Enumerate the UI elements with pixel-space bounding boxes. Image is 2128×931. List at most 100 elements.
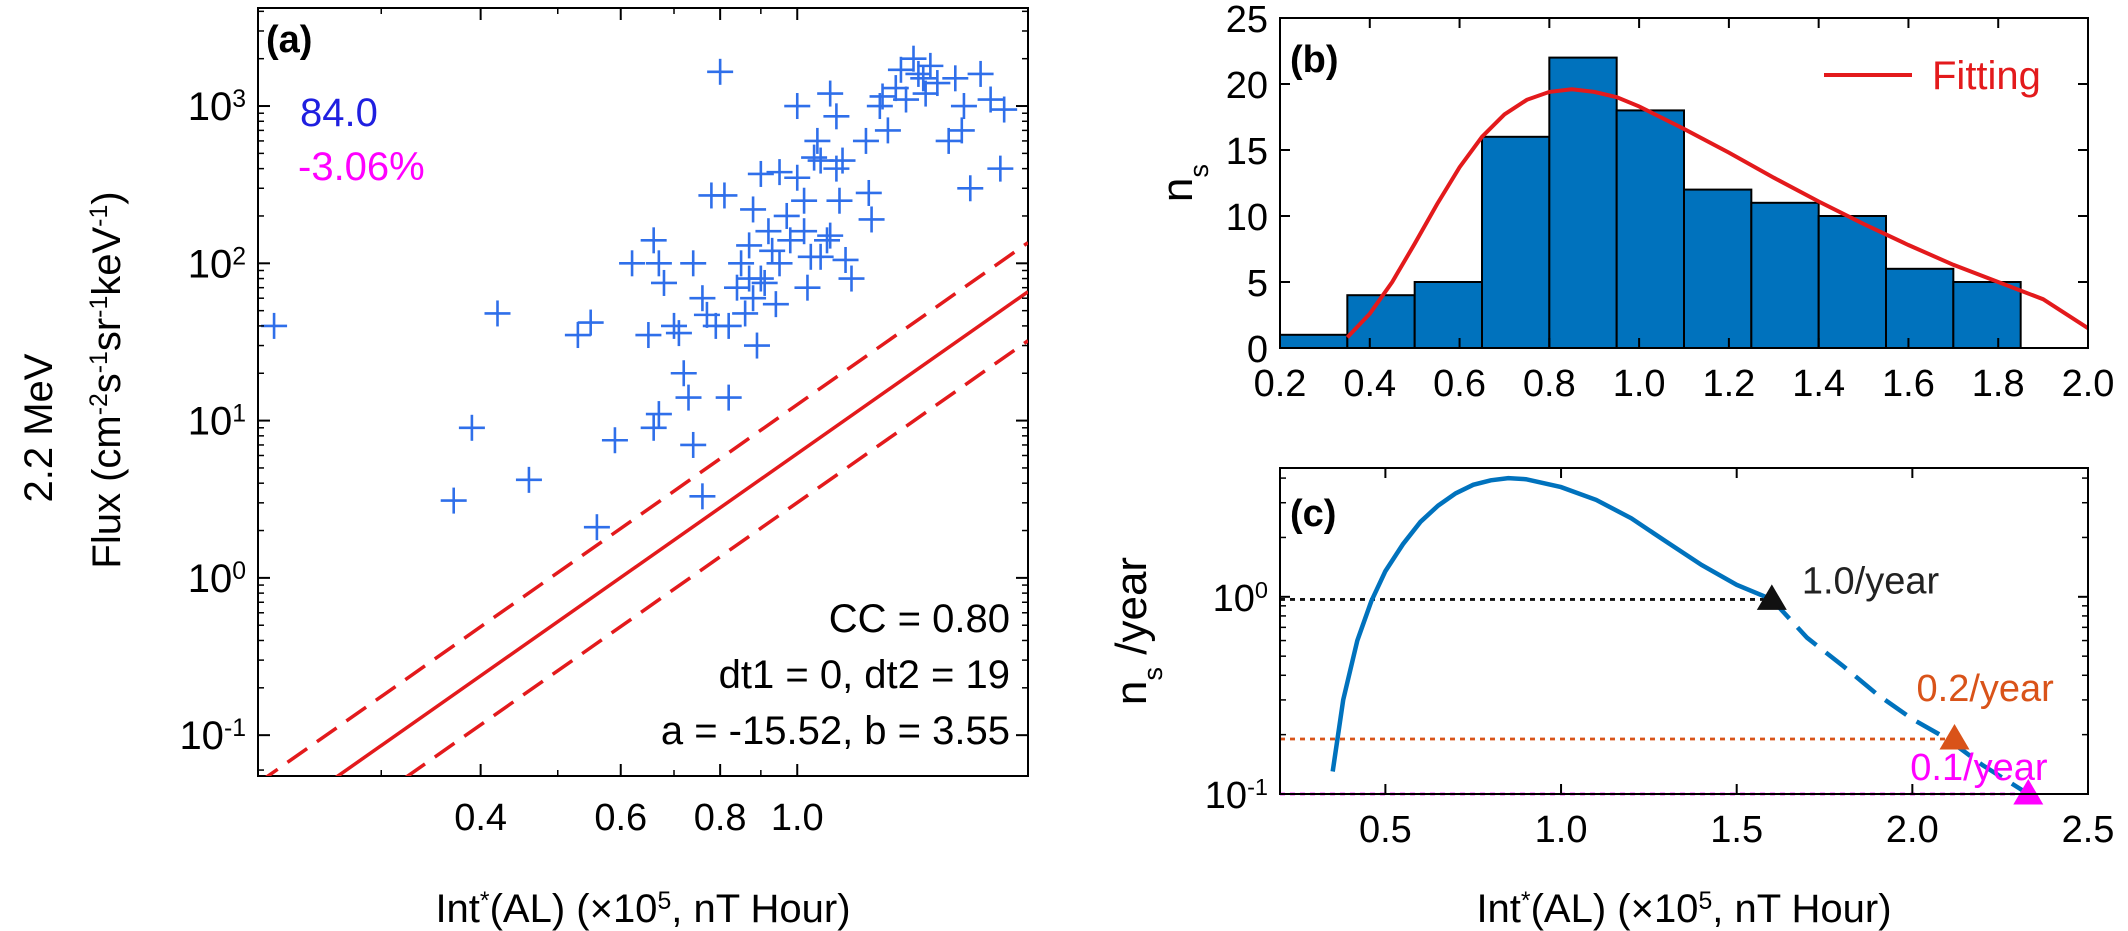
histogram-bar	[1885, 267, 1955, 349]
panel-c-dashed-curve	[1770, 597, 2030, 796]
scatter-point	[619, 250, 646, 277]
stats-line: CC = 0.80	[829, 597, 1010, 641]
panel-a-fit-line	[334, 290, 1028, 776]
scatter-point	[759, 237, 786, 264]
scatter-point	[661, 312, 688, 339]
panel-a-percent-annotation: -3.06%	[298, 145, 425, 189]
y-tick-label: 103	[188, 85, 246, 129]
scatter-point	[766, 159, 793, 186]
panel-a-xlabel: Int*(AL) (×105, nT Hour)	[435, 887, 850, 931]
scatter-point	[784, 93, 811, 120]
scatter-point	[715, 384, 742, 411]
panel-a-stats: CC = 0.80 dt1 = 0, dt2 = 19 a = -15.52, b …	[661, 597, 1010, 753]
scatter-point	[755, 218, 782, 245]
panel-c-markers: 1.0/year 0.2/year 0.1/year	[1756, 560, 2054, 805]
y-tick-label: 10-1	[179, 714, 246, 758]
scatter-point	[882, 75, 909, 102]
histogram-bar	[1413, 281, 1483, 349]
histogram-bar	[1279, 333, 1349, 349]
scatter-point	[817, 80, 844, 107]
scatter-point	[887, 56, 914, 83]
threshold-label: 1.0/year	[1802, 560, 1940, 602]
scatter-point	[689, 285, 716, 312]
scatter-point	[991, 96, 1018, 123]
x-tick-label: 1.0	[1613, 363, 1666, 405]
threshold-label: 0.1/year	[1910, 747, 2048, 789]
scatter-point	[791, 218, 818, 245]
panel-b-bars	[1279, 56, 2022, 350]
y-tick-label: 101	[188, 400, 246, 444]
panel-a-value-annotation: 84.0	[300, 91, 378, 135]
scatter-point	[645, 250, 672, 277]
x-tick-label: 2.0	[2062, 363, 2115, 405]
scatter-point	[261, 312, 288, 339]
panel-c-label: (c)	[1290, 493, 1336, 535]
scatter-point	[807, 147, 834, 174]
scatter-point	[910, 65, 937, 92]
y-tick-label: 25	[1226, 0, 1268, 41]
scatter-point	[784, 164, 811, 191]
x-tick-label: 0.8	[1523, 363, 1576, 405]
x-tick-label: 0.8	[694, 797, 747, 839]
scatter-point	[942, 65, 969, 92]
y-tick-label: 15	[1226, 131, 1268, 173]
y-axis-label: ns /year	[1107, 557, 1168, 705]
stats-line: dt1 = 0, dt2 = 19	[719, 653, 1010, 697]
y-tick-label: 5	[1247, 263, 1268, 305]
scatter-point	[740, 285, 767, 312]
scatter-point	[855, 179, 882, 206]
scatter-point	[794, 274, 821, 301]
scatter-point	[515, 466, 542, 493]
scatter-point	[675, 384, 702, 411]
panel-b-ylabel: ns	[1153, 164, 1214, 202]
panel-b: 0.2 0.4 0.6 0.8 1.0 1.2 1.4 1.6 1.8 2.0 0 5 10 15 20 25…	[1153, 0, 2114, 405]
panel-b-fit-curve	[1345, 87, 2090, 339]
scatter-point	[801, 144, 828, 171]
scatter-point	[640, 414, 667, 441]
scatter-point	[950, 93, 977, 120]
scatter-point	[838, 265, 865, 292]
scatter-point	[645, 401, 672, 428]
histogram-bar	[1952, 281, 2022, 349]
x-tick-label: 1.0	[771, 797, 824, 839]
scatter-point	[762, 291, 789, 318]
threshold-marker	[1756, 584, 1787, 610]
panel-a-ylabel: 2.2 MeV Flux (cm-2s-1sr-1keV-1)	[17, 191, 129, 568]
scatter-point	[601, 427, 628, 454]
x-axis-label: Int*(AL) (×105, nT Hour)	[1476, 887, 1891, 931]
x-tick-label: 1.0	[1535, 809, 1588, 851]
panel-a-ticks: 10-1 100 101 102 103 0.4 0.6 0.8 1.0	[179, 8, 1028, 839]
x-tick-label: 1.6	[1882, 363, 1935, 405]
scatter-point	[635, 322, 662, 349]
threshold-marker	[1939, 724, 1970, 750]
histogram-bar	[1683, 188, 1753, 349]
panel-c-ticks: 0.5 1.0 1.5 2.0 2.5 10-1 100	[1205, 468, 2114, 851]
stats-line: a = -15.52, b = 3.55	[661, 709, 1010, 753]
panel-c-frame	[1279, 467, 2089, 795]
histogram-bar	[1817, 215, 1887, 349]
x-tick-label: 0.6	[1433, 363, 1486, 405]
y-tick-label: 10	[1226, 197, 1268, 239]
scatter-point	[715, 312, 742, 339]
scatter-point	[670, 360, 697, 387]
x-axis-label: Int*(AL) (×105, nT Hour)	[435, 887, 850, 931]
scatter-point	[874, 117, 901, 144]
panel-c-ylabel: ns /year	[1107, 557, 1168, 705]
scatter-point	[440, 487, 467, 514]
panel-a: 10-1 100 101 102 103 0.4 0.6 0.8 1.0 (a) 84.0 -3…	[17, 7, 1029, 931]
scatter-point	[740, 196, 767, 223]
panel-a-upper-band	[264, 241, 1028, 776]
scatter-point	[766, 250, 793, 277]
scatter-point	[823, 103, 850, 130]
y-axis-label: ns	[1153, 164, 1214, 202]
scatter-point	[829, 147, 856, 174]
threshold-marker	[2013, 779, 2044, 805]
y-axis-label-line2: Flux (cm-2s-1sr-1keV-1)	[85, 191, 129, 568]
scatter-point	[743, 332, 770, 359]
scatter-point	[665, 320, 692, 347]
scatter-point	[977, 86, 1004, 113]
x-tick-label: 1.5	[1710, 809, 1763, 851]
scatter-point	[987, 155, 1014, 182]
scatter-point	[900, 45, 927, 72]
y-tick-label: 100	[1213, 577, 1268, 620]
